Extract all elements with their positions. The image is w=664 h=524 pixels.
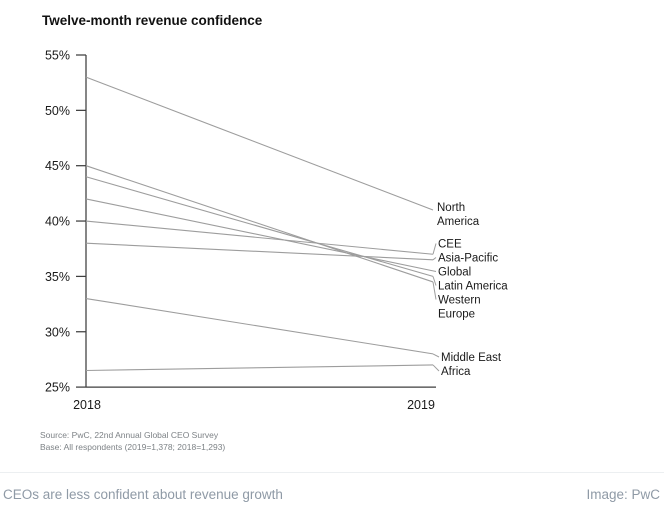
x-tick-label-2018: 2018 <box>73 398 101 412</box>
series-label-cee: CEE <box>438 239 462 251</box>
leader-line <box>432 243 437 255</box>
leader-line <box>432 276 437 286</box>
y-tick-label: 30% <box>45 325 70 339</box>
leader-line <box>432 353 440 358</box>
y-tick-label: 40% <box>45 215 70 229</box>
series-line-cee <box>85 220 434 255</box>
series-label-asia-pacific: Asia-Pacific <box>438 253 498 265</box>
series-label-western-europe: Western Europe <box>438 295 481 321</box>
y-tick-label: 50% <box>45 104 70 118</box>
series-label-africa: Africa <box>441 366 471 378</box>
base-line: Base: All respondents (2019=1,378; 2018=… <box>40 442 226 452</box>
series-line-western-europe <box>85 165 434 283</box>
series-label-middle-east: Middle East <box>441 352 502 364</box>
chart-title: Twelve-month revenue confidence <box>42 13 263 28</box>
footer-bar: CEOs are less confident about revenue gr… <box>0 472 664 502</box>
y-tick-label: 25% <box>45 381 70 395</box>
series-line-global <box>85 198 434 272</box>
series-label-global: Global <box>438 267 471 279</box>
source-line: Source: PwC, 22nd Annual Global CEO Surv… <box>40 430 219 440</box>
series-line-middle-east <box>85 297 434 355</box>
series-line-asia-pacific <box>85 242 434 261</box>
leader-line <box>432 281 437 300</box>
series-label-north-america: North America <box>437 202 480 228</box>
x-tick-label-2019: 2019 <box>407 398 435 412</box>
source-note: Source: PwC, 22nd Annual Global CEO Surv… <box>40 429 225 453</box>
leader-line <box>432 270 437 272</box>
y-tick-label: 45% <box>45 159 70 173</box>
y-tick-label: 35% <box>45 270 70 284</box>
y-tick-label: 55% <box>45 49 70 63</box>
series-line-africa <box>85 364 434 372</box>
leader-line <box>432 364 440 372</box>
image-credit: Image: PwC <box>586 487 660 502</box>
slope-chart: 25% 30% 35% 40% 45% 50% 55% 2018 2019 North Americ… <box>45 49 508 413</box>
series-label-latin-america: Latin America <box>438 281 508 293</box>
series-line-latin-america <box>85 176 434 277</box>
series-line-north-america <box>85 76 434 211</box>
leader-line <box>432 257 437 261</box>
footer-caption: CEOs are less confident about revenue gr… <box>3 487 283 502</box>
